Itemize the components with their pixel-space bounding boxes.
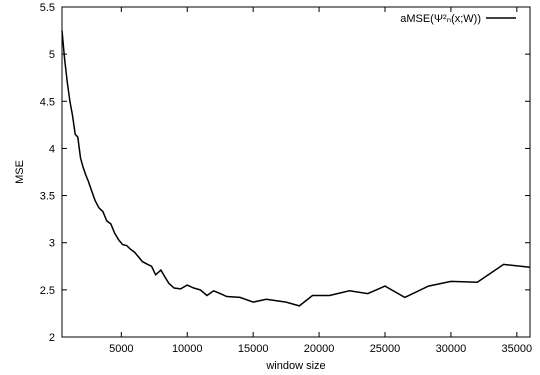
x-tick-label: 30000: [436, 343, 467, 355]
x-tick-label: 5000: [109, 343, 133, 355]
y-tick-label: 3: [49, 238, 55, 250]
y-tick-label: 5.5: [40, 2, 55, 14]
x-tick-label: 20000: [304, 343, 335, 355]
y-tick-label: 4: [49, 143, 55, 155]
axis-tick-labels: 5000 10000 15000 20000 25000 30000 35000 2 2.5 3 3…: [40, 2, 532, 355]
x-axis-title: window size: [265, 360, 325, 372]
y-tick-label: 2: [49, 332, 55, 344]
x-tick-label: 25000: [370, 343, 401, 355]
x-tick-label: 15000: [238, 343, 269, 355]
axis-ticks: [62, 6, 530, 338]
y-tick-label: 2.5: [40, 285, 55, 297]
y-tick-label: 4.5: [40, 96, 55, 108]
series-line: [61, 30, 531, 307]
x-tick-label: 35000: [502, 343, 533, 355]
x-tick-label: 10000: [172, 343, 203, 355]
y-axis-title: MSE: [14, 160, 26, 184]
legend: aMSE(Ψ²ₙ(x;W)): [400, 13, 516, 25]
y-tick-label: 5: [49, 49, 55, 61]
legend-label: aMSE(Ψ²ₙ(x;W)): [400, 13, 481, 25]
plot-frame: [61, 6, 531, 338]
y-tick-label: 3.5: [40, 191, 55, 203]
